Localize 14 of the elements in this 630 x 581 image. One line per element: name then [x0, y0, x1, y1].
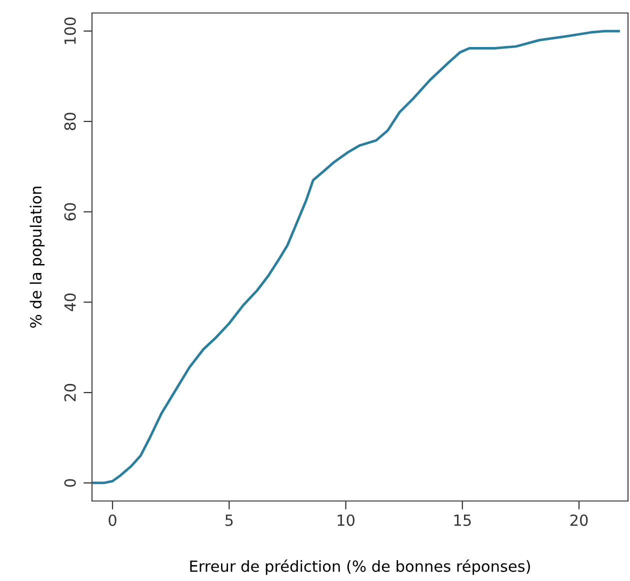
- x-tick-label: 10: [338, 514, 354, 526]
- x-axis-title: Erreur de prédiction (% de bonnes réponses): [190, 560, 530, 575]
- y-tick-label: 60: [64, 203, 76, 220]
- y-axis-title: % de la population: [30, 186, 45, 328]
- line-series: [92, 30, 620, 484]
- x-tick-label: 20: [570, 514, 588, 526]
- y-tick-label: 100: [64, 18, 76, 44]
- y-tick-label: 40: [64, 293, 76, 312]
- y-tick-label: 20: [64, 384, 76, 402]
- x-tick-label: 5: [225, 514, 233, 526]
- y-tick-label: 80: [64, 112, 76, 130]
- x-tick-label: 15: [454, 514, 471, 526]
- y-tick-label: 0: [64, 479, 76, 487]
- x-tick-label: 0: [108, 514, 116, 526]
